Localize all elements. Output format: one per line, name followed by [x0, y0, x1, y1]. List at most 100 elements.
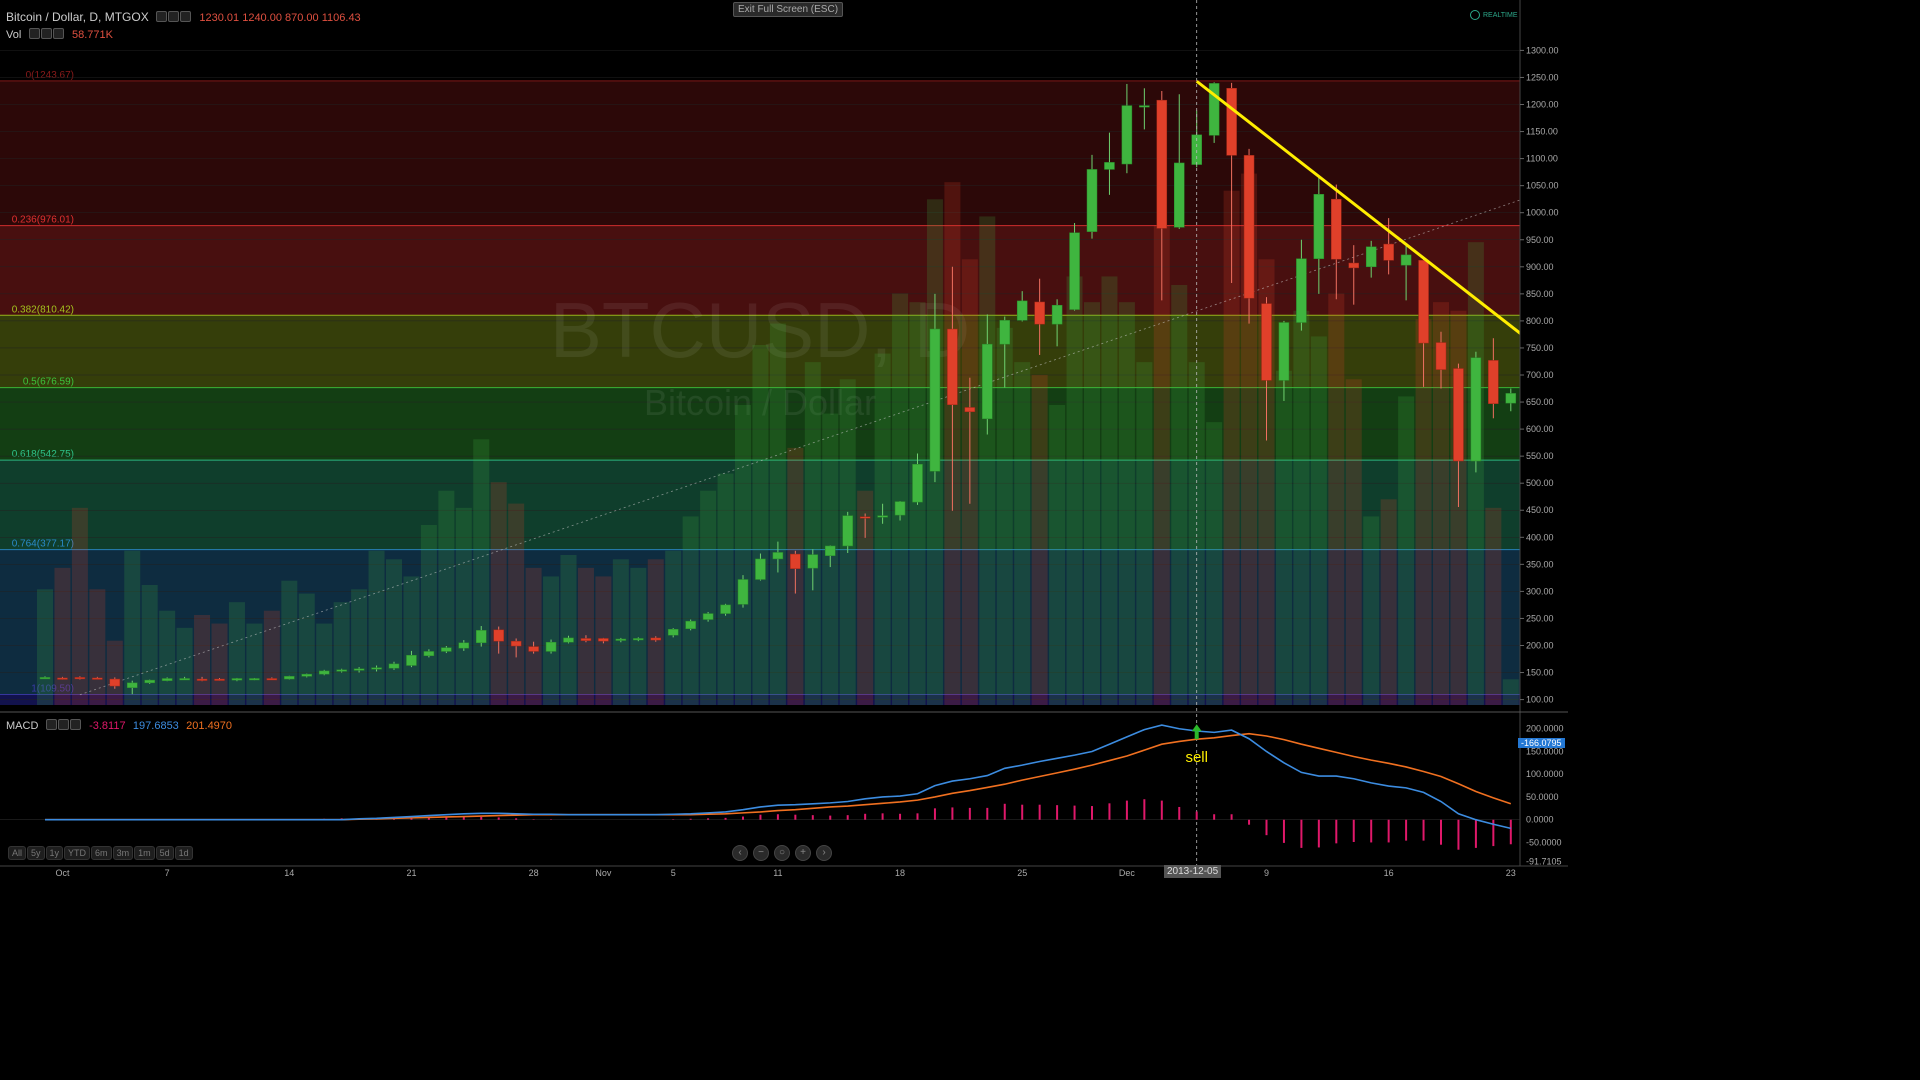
volume-settings-icon[interactable]: [28, 27, 65, 42]
volume-bar: [1031, 375, 1048, 705]
candle-body: [859, 516, 871, 519]
scroll-buttons: ‹ − ○ + ›: [732, 842, 837, 861]
volume-bar: [159, 610, 176, 705]
candle-body: [1488, 360, 1499, 404]
volume-bar: [1101, 276, 1118, 705]
candle-body: [57, 677, 68, 680]
range-ytd-button[interactable]: YTD: [64, 846, 91, 860]
volume-bar: [1363, 516, 1380, 705]
macd-tick-label: 150.0000: [1526, 746, 1564, 756]
volume-bar: [979, 216, 996, 705]
candle-body: [441, 647, 452, 652]
scroll-right-icon[interactable]: ›: [816, 845, 832, 861]
range-1y-button[interactable]: 1y: [45, 846, 64, 860]
macd-tick-label: 50.0000: [1526, 792, 1559, 802]
volume-bar: [874, 353, 891, 705]
volume-bar: [996, 327, 1013, 705]
volume-bar: [1380, 499, 1397, 705]
range-6m-button[interactable]: 6m: [91, 846, 112, 860]
reset-icon[interactable]: ○: [774, 845, 790, 861]
macd-header: MACD -3.8117 197.6853 201.4970: [6, 718, 236, 733]
time-tick-label: Oct: [55, 868, 70, 878]
series-settings-icon[interactable]: [156, 10, 192, 25]
range-all-button[interactable]: All: [8, 846, 27, 860]
macd-price-badge: -166.0795: [1518, 738, 1565, 748]
volume-bar: [281, 580, 298, 705]
candle-body: [1034, 301, 1045, 325]
zoom-in-icon[interactable]: +: [795, 845, 811, 861]
candle-body: [598, 638, 609, 642]
range-1d-button[interactable]: 1d: [174, 846, 193, 860]
price-axis: [1520, 0, 1568, 712]
volume-bar: [1415, 319, 1432, 705]
volume-bar: [647, 559, 664, 705]
fib-level-label: 0.5(676.59): [23, 377, 74, 388]
exit-fullscreen-button[interactable]: Exit Full Screen (ESC): [733, 2, 844, 17]
chart-canvas[interactable]: 0(1243.67) 0.236(976.01) 0.382(810.42) 0.5(…: [0, 0, 1568, 882]
price-tick-label: 1050.00: [1526, 181, 1559, 191]
price-tick-label: 1000.00: [1526, 208, 1559, 218]
volume-bar: [1066, 276, 1083, 705]
price-tick-label: 700.00: [1526, 370, 1554, 380]
volume-bar: [420, 525, 437, 705]
candle-body: [528, 646, 539, 652]
time-tick-label: 23: [1506, 868, 1516, 878]
volume-bar: [1345, 379, 1362, 705]
range-1m-button[interactable]: 1m: [134, 846, 155, 860]
macd-settings-icon[interactable]: [45, 718, 82, 733]
volume-bar: [194, 615, 211, 705]
volume-bar: [508, 503, 525, 705]
macd-hist-value: -3.8117: [89, 720, 126, 732]
price-tick-label: 450.00: [1526, 505, 1554, 515]
fib-level-label: 0.236(976.01): [12, 215, 74, 226]
volume-bar: [1398, 396, 1415, 705]
candle-body: [685, 620, 696, 629]
fib-level-label: 1(109.50): [31, 683, 74, 694]
time-tick-label: 9: [1264, 868, 1269, 878]
time-tick-label: 7: [165, 868, 170, 878]
volume-bar: [368, 550, 385, 705]
candle-body: [214, 678, 225, 681]
fib-level-label: 0(1243.67): [26, 70, 74, 81]
range-5d-button[interactable]: 5d: [155, 846, 174, 860]
zoom-out-icon[interactable]: −: [753, 845, 769, 861]
volume-bar: [1171, 285, 1188, 705]
volume-bar: [1049, 405, 1066, 705]
price-tick-label: 600.00: [1526, 424, 1554, 434]
sell-annotation-label: sell: [1185, 749, 1208, 766]
volume-bar: [892, 293, 909, 705]
price-tick-label: 950.00: [1526, 235, 1554, 245]
scroll-left-icon[interactable]: ‹: [732, 845, 748, 861]
candle-body: [772, 552, 784, 560]
volume-bar: [1467, 242, 1484, 705]
realtime-label: REALTIME: [1483, 11, 1518, 19]
volume-bar: [560, 555, 577, 705]
chart-background: [0, 0, 1568, 882]
candle-body: [353, 668, 365, 671]
volume-bar: [1328, 293, 1345, 705]
volume-bar: [106, 640, 123, 705]
volume-bar: [1433, 302, 1449, 705]
volume-bar: [1084, 302, 1100, 705]
volume-bar: [473, 439, 490, 705]
candle-body: [318, 670, 330, 675]
volume-header: Vol 58.771K: [6, 27, 117, 42]
price-tick-label: 800.00: [1526, 316, 1554, 326]
candle-body: [266, 678, 278, 681]
volume-bar: [769, 323, 786, 705]
range-5y-button[interactable]: 5y: [27, 846, 45, 860]
candle-body: [1261, 303, 1272, 381]
range-3m-button[interactable]: 3m: [112, 846, 134, 860]
candle-body: [667, 629, 679, 636]
time-tick-label: Dec: [1119, 868, 1136, 878]
time-tick-label: 28: [529, 868, 539, 878]
volume-bar: [735, 405, 751, 705]
candle-body: [336, 669, 347, 672]
candle-body: [476, 630, 487, 644]
macd-tick-label: 0.0000: [1526, 815, 1554, 825]
candle-body: [563, 637, 574, 643]
price-tick-label: 1250.00: [1526, 72, 1559, 82]
candle-body: [964, 407, 976, 413]
candle-body: [842, 515, 853, 547]
candle-body: [1418, 260, 1429, 344]
